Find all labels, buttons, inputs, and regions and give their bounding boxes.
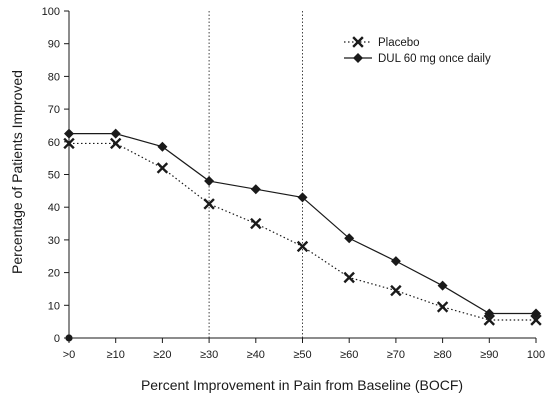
diamond-marker xyxy=(390,256,401,267)
reference-lines xyxy=(208,11,303,338)
diamond-marker xyxy=(484,308,495,319)
series-dul-60mg xyxy=(64,128,541,319)
x-tick-label: ≥80 xyxy=(433,349,451,361)
x-marker xyxy=(296,240,309,253)
x-marker xyxy=(483,314,495,326)
x-tick-label: ≥30 xyxy=(200,349,218,361)
legend-label: Placebo xyxy=(378,37,420,49)
y-tick-label: 80 xyxy=(48,71,60,83)
x-tick-label: ≥50 xyxy=(293,349,311,361)
legend-item: Placebo xyxy=(344,36,420,49)
y-axis-ticks: 0 10 20 30 40 50 60 70 80 90 100 xyxy=(42,6,69,345)
y-tick-label: 30 xyxy=(48,235,60,247)
x-marker xyxy=(203,198,215,210)
x-axis-title: Percent Improvement in Pain from Baselin… xyxy=(141,377,463,393)
diamond-marker xyxy=(437,280,448,291)
y-tick-label: 20 xyxy=(48,268,60,280)
legend-item: DUL 60 mg once daily xyxy=(344,53,491,65)
x-tick-label: ≥90 xyxy=(480,349,498,361)
x-axis-ticks: >0 ≥10 ≥20 ≥30 ≥40 ≥50 ≥60 ≥70 ≥80 ≥90 100 xyxy=(63,338,545,361)
y-tick-label: 100 xyxy=(42,6,60,18)
axes xyxy=(68,11,536,339)
diamond-marker xyxy=(297,192,308,203)
diamond-marker xyxy=(110,128,121,139)
x-marker xyxy=(110,137,122,150)
x-marker xyxy=(352,36,364,48)
x-tick-label: >0 xyxy=(63,349,76,361)
x-marker xyxy=(436,301,449,313)
x-tick-label: 100 xyxy=(527,349,545,361)
diamond-marker xyxy=(157,141,168,152)
diamond-marker xyxy=(531,308,541,319)
y-tick-label: 50 xyxy=(48,170,60,182)
legend: Placebo DUL 60 mg once daily xyxy=(344,36,491,65)
x-marker xyxy=(250,217,262,230)
y-tick-label: 10 xyxy=(48,300,60,312)
x-marker xyxy=(156,162,169,174)
series-line xyxy=(69,133,536,315)
y-axis-title: Percentage of Patients Improved xyxy=(9,70,25,274)
x-tick-label: ≥20 xyxy=(153,349,171,361)
diamond-marker xyxy=(250,184,261,195)
diamond-marker xyxy=(204,176,215,187)
y-tick-label: 40 xyxy=(48,202,60,214)
legend-label: DUL 60 mg once daily xyxy=(378,53,491,65)
x-marker xyxy=(390,284,402,297)
y-tick-label: 90 xyxy=(48,39,60,51)
y-tick-label: 0 xyxy=(54,333,60,345)
y-tick-label: 60 xyxy=(48,137,60,149)
x-marker xyxy=(343,271,355,284)
x-tick-label: ≥40 xyxy=(247,349,265,361)
x-tick-label: ≥70 xyxy=(387,349,405,361)
x-tick-label: ≥60 xyxy=(340,349,358,361)
diamond-marker xyxy=(353,53,363,63)
x-marker xyxy=(530,314,542,326)
diamond-marker xyxy=(344,233,355,244)
y-tick-label: 70 xyxy=(48,104,60,116)
x-tick-label: ≥10 xyxy=(107,349,125,361)
